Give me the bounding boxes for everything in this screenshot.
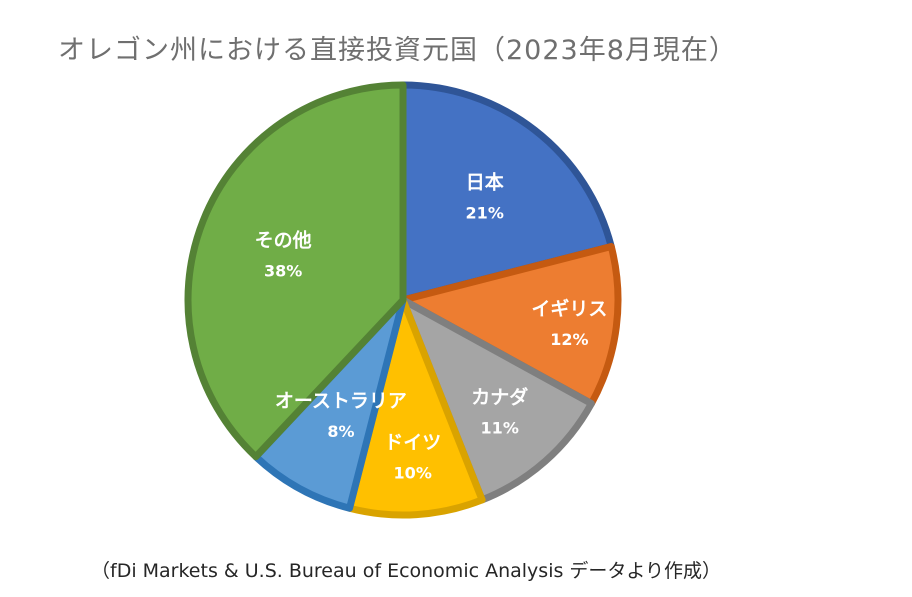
pie-slice	[399, 81, 615, 304]
chart-source: （fDi Markets & U.S. Bureau of Economic A…	[91, 560, 722, 582]
slice-label: その他	[255, 229, 312, 252]
slice-label: ドイツ	[384, 432, 441, 454]
slice-label: イギリス	[531, 298, 607, 320]
chart-title: オレゴン州における直接投資元国（2023年8月現在）	[58, 35, 737, 66]
slice-value-label: 21%	[466, 204, 504, 223]
pie-slice	[184, 81, 407, 461]
pie-slice	[399, 296, 595, 504]
slice-value-label: 38%	[264, 262, 302, 281]
slice-value-label: 10%	[394, 464, 432, 483]
slice-label: 日本	[466, 171, 504, 194]
pie-slice	[399, 243, 622, 408]
slice-value-label: 11%	[481, 419, 519, 438]
pie-slice	[346, 296, 486, 519]
slice-label: オーストラリア	[275, 390, 407, 412]
slice-label: カナダ	[471, 386, 528, 409]
slice-value-label: 8%	[327, 422, 354, 441]
slice-value-label: 12%	[550, 330, 588, 349]
